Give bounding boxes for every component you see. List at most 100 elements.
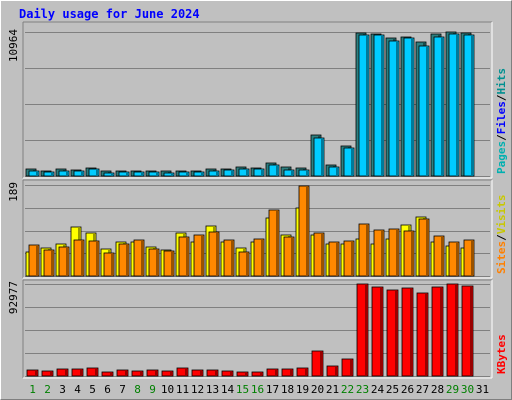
bar-kbytes-day-20 (311, 350, 324, 377)
bar-kbytes-day-25 (386, 289, 399, 377)
bar-sites-day-17 (268, 209, 280, 277)
bar-kbytes-day-23 (356, 283, 369, 377)
bar-files-day-25 (388, 40, 400, 177)
bar-files-day-4 (73, 170, 85, 177)
bar-kbytes-day-21 (326, 365, 339, 377)
legend-entry: Sites (495, 241, 508, 274)
legend-entry: Hits (495, 68, 508, 95)
day-label-1: 1 (29, 383, 36, 396)
bar-files-day-21 (328, 166, 340, 177)
bar-kbytes-day-13 (206, 369, 219, 377)
bar-kbytes-day-9 (146, 369, 159, 377)
bar-kbytes-day-17 (266, 368, 279, 377)
bar-kbytes-day-12 (191, 369, 204, 377)
bar-files-day-30 (463, 34, 475, 177)
bar-sites-day-13 (208, 231, 220, 277)
day-label-8: 8 (134, 383, 141, 396)
bar-kbytes-day-24 (371, 286, 384, 377)
bar-sites-day-2 (43, 249, 55, 277)
bar-kbytes-day-7 (116, 369, 129, 377)
bar-files-day-11 (178, 171, 190, 177)
day-label-5: 5 (89, 383, 96, 396)
bar-files-day-8 (133, 171, 145, 177)
bar-kbytes-day-2 (41, 370, 54, 377)
bar-files-day-23 (358, 34, 370, 177)
legend-entry: Pages (495, 141, 508, 174)
bar-kbytes-day-1 (26, 369, 39, 377)
bar-sites-day-29 (448, 241, 460, 277)
bar-files-day-18 (283, 169, 295, 177)
bar-kbytes-day-5 (86, 367, 99, 377)
bar-kbytes-day-19 (296, 367, 309, 377)
bar-files-day-22 (343, 147, 355, 177)
day-label-24: 24 (371, 383, 385, 396)
bar-files-day-16 (253, 168, 265, 177)
bar-kbytes-day-18 (281, 368, 294, 377)
bar-kbytes-day-15 (236, 371, 249, 377)
day-label-27: 27 (416, 383, 429, 396)
bar-kbytes-day-27 (416, 292, 429, 377)
bar-files-day-19 (298, 169, 310, 177)
scale-label: 10964 (7, 29, 20, 62)
bar-files-day-28 (433, 36, 445, 177)
bar-files-day-1 (28, 170, 40, 177)
legend-entry: Files (495, 101, 508, 134)
bar-sites-day-18 (283, 236, 295, 277)
day-label-4: 4 (74, 383, 81, 396)
bar-sites-day-7 (118, 243, 130, 277)
day-label-17: 17 (266, 383, 279, 396)
day-label-18: 18 (281, 383, 294, 396)
bar-kbytes-day-29 (446, 283, 459, 377)
bar-kbytes-day-3 (56, 368, 69, 377)
day-label-13: 13 (206, 383, 219, 396)
bar-files-day-14 (223, 169, 235, 177)
bar-kbytes-day-4 (71, 368, 84, 377)
bar-files-day-6 (103, 172, 115, 177)
bar-sites-day-12 (193, 234, 205, 277)
bar-files-day-2 (43, 171, 55, 177)
day-label-2: 2 (44, 383, 51, 396)
bar-sites-day-28 (433, 235, 445, 277)
day-label-11: 11 (176, 383, 189, 396)
day-label-3: 3 (59, 383, 66, 396)
bar-files-day-3 (58, 170, 70, 177)
bar-files-day-27 (418, 45, 430, 177)
legend-entry: / (495, 94, 508, 101)
legend-entry: / (495, 134, 508, 141)
bar-sites-day-23 (358, 223, 370, 277)
day-label-19: 19 (296, 383, 309, 396)
legend-hits-files-pages: Pages/Files/Hits (495, 68, 508, 174)
bar-files-day-12 (193, 171, 205, 177)
bar-sites-day-9 (148, 248, 160, 277)
bar-kbytes-day-8 (131, 370, 144, 377)
day-label-14: 14 (221, 383, 235, 396)
bar-sites-day-26 (403, 230, 415, 277)
day-label-9: 9 (149, 383, 156, 396)
day-label-6: 6 (104, 383, 111, 396)
day-label-12: 12 (191, 383, 204, 396)
day-label-29: 29 (446, 383, 459, 396)
day-label-7: 7 (119, 383, 126, 396)
bar-sites-day-25 (388, 228, 400, 277)
bar-kbytes-day-14 (221, 370, 234, 377)
legend-entry: KBytes (495, 334, 508, 374)
bar-files-day-7 (118, 171, 130, 177)
bar-files-day-13 (208, 170, 220, 177)
bar-files-day-10 (163, 172, 175, 177)
bar-kbytes-day-16 (251, 371, 264, 377)
bar-sites-day-8 (133, 239, 145, 277)
bar-files-day-20 (313, 137, 325, 177)
bar-sites-day-24 (373, 229, 385, 277)
legend-entry: Visits (495, 195, 508, 235)
day-label-21: 21 (326, 383, 339, 396)
bar-sites-day-11 (178, 236, 190, 277)
bar-sites-day-27 (418, 218, 430, 277)
bar-files-day-29 (448, 33, 460, 177)
day-label-16: 16 (251, 383, 264, 396)
bar-files-day-9 (148, 171, 160, 177)
day-label-23: 23 (356, 383, 369, 396)
bar-sites-day-1 (28, 244, 40, 277)
bar-kbytes-day-22 (341, 358, 354, 377)
day-label-10: 10 (161, 383, 174, 396)
